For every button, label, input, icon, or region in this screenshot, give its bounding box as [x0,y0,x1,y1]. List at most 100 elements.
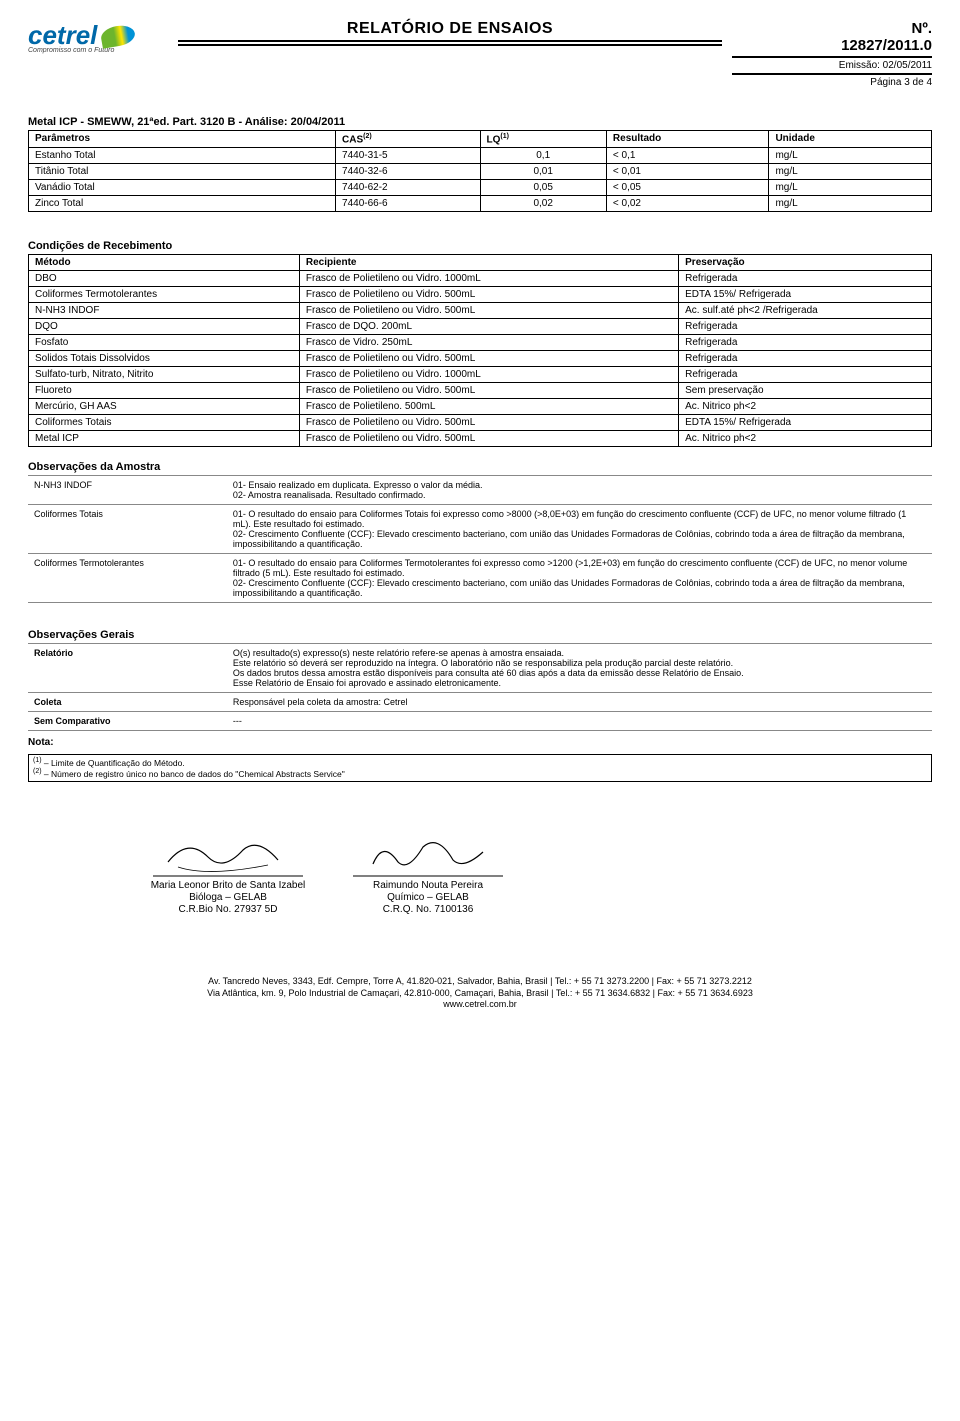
obs-key: Relatório [28,644,227,693]
cell-preservacao: EDTA 15%/ Refrigerada [679,415,932,431]
signature-icon [348,832,508,878]
cell-metodo: Fluoreto [29,383,300,399]
col-lq: LQ(1) [480,131,606,148]
leaf-icon [100,23,137,49]
footer-line-1: Av. Tancredo Neves, 3343, Edf. Cempre, T… [28,976,932,988]
sig-right-name: Raimundo Nouta Pereira [348,880,508,892]
sig-right-role: Químico – GELAB [348,892,508,904]
table-row: Coliformes TermotolerantesFrasco de Poli… [29,287,932,303]
cell-unidade: mg/L [769,164,932,180]
table-row: Zinco Total7440-66-60,02< 0,02mg/L [29,196,932,212]
signature-row: Maria Leonor Brito de Santa Izabel Biólo… [148,832,912,916]
cell-metodo: Metal ICP [29,431,300,447]
cell-recipiente: Frasco de Polietileno ou Vidro. 500mL [299,303,678,319]
cell-preservacao: Refrigerada [679,271,932,287]
report-no: 12827/2011.0 [732,37,932,54]
obs-key: Sem Comparativo [28,712,227,731]
cell-cas: 7440-66-6 [336,196,480,212]
table-row: Estanho Total7440-31-50,1< 0,1mg/L [29,148,932,164]
cell-recipiente: Frasco de DQO. 200mL [299,319,678,335]
table-row: N-NH3 INDOF01- Ensaio realizado em dupli… [28,476,932,505]
obs-amostra-table: N-NH3 INDOF01- Ensaio realizado em dupli… [28,475,932,603]
table-row: Sulfato-turb, Nitrato, NitritoFrasco de … [29,367,932,383]
cell-resultado: < 0,1 [606,148,769,164]
cell-preservacao: Refrigerada [679,367,932,383]
cell-recipiente: Frasco de Polietileno ou Vidro. 500mL [299,383,678,399]
report-no-label: Nº. [732,20,932,37]
cell-unidade: mg/L [769,180,932,196]
report-title: RELATÓRIO DE ENSAIOS [178,20,722,38]
sig-left-reg: C.R.Bio No. 27937 5D [148,904,308,916]
signature-icon [148,832,308,878]
cell-unidade: mg/L [769,148,932,164]
col-unidade: Unidade [769,131,932,148]
col-parametros: Parâmetros [29,131,336,148]
obs-value: O(s) resultado(s) expresso(s) neste rela… [227,644,932,693]
cell-preservacao: Ac. Nitrico ph<2 [679,399,932,415]
cell-param: Estanho Total [29,148,336,164]
table-row: N-NH3 INDOFFrasco de Polietileno ou Vidr… [29,303,932,319]
cell-resultado: < 0,02 [606,196,769,212]
cell-recipiente: Frasco de Polietileno ou Vidro. 1000mL [299,367,678,383]
cell-recipiente: Frasco de Polietileno. 500mL [299,399,678,415]
obs-key: Coliformes Totais [28,505,227,554]
table-row: Metal ICPFrasco de Polietileno ou Vidro.… [29,431,932,447]
obs-value: 01- Ensaio realizado em duplicata. Expre… [227,476,932,505]
cell-preservacao: EDTA 15%/ Refrigerada [679,287,932,303]
signature-left: Maria Leonor Brito de Santa Izabel Biólo… [148,832,308,916]
obs-value: --- [227,712,932,731]
cell-resultado: < 0,05 [606,180,769,196]
sig-left-role: Bióloga – GELAB [148,892,308,904]
cell-preservacao: Refrigerada [679,351,932,367]
obs-value: 01- O resultado do ensaio para Coliforme… [227,554,932,603]
cell-lq: 0,01 [480,164,606,180]
obs-gerais-title: Observações Gerais [28,629,932,641]
table-row: Vanádio Total7440-62-20,05< 0,05mg/L [29,180,932,196]
cell-param: Titânio Total [29,164,336,180]
logo-tagline: Compromisso com o Futuro [28,47,168,54]
obs-amostra-title: Observações da Amostra [28,461,932,473]
cell-cas: 7440-31-5 [336,148,480,164]
col-preservacao: Preservação [679,255,932,271]
sig-right-reg: C.R.Q. No. 7100136 [348,904,508,916]
signature-right: Raimundo Nouta Pereira Químico – GELAB C… [348,832,508,916]
cell-lq: 0,02 [480,196,606,212]
obs-gerais-table: RelatórioO(s) resultado(s) expresso(s) n… [28,643,932,731]
cell-metodo: DQO [29,319,300,335]
conditions-table: Método Recipiente Preservação DBOFrasco … [28,254,932,447]
table-row: Coliformes Totais01- O resultado do ensa… [28,505,932,554]
sig-left-name: Maria Leonor Brito de Santa Izabel [148,880,308,892]
logo-text: cetrel [28,24,97,47]
cell-unidade: mg/L [769,196,932,212]
page-footer: Av. Tancredo Neves, 3343, Edf. Cempre, T… [28,976,932,1011]
table-row: Sem Comparativo--- [28,712,932,731]
col-metodo: Método [29,255,300,271]
obs-key: Coleta [28,693,227,712]
cell-preservacao: Refrigerada [679,319,932,335]
cell-recipiente: Frasco de Polietileno ou Vidro. 500mL [299,287,678,303]
block2-title: Condições de Recebimento [28,240,932,252]
cell-preservacao: Refrigerada [679,335,932,351]
cell-metodo: Mercúrio, GH AAS [29,399,300,415]
cell-metodo: Coliformes Totais [29,415,300,431]
cell-lq: 0,1 [480,148,606,164]
emission-date: Emissão: 02/05/2011 [732,60,932,71]
cell-cas: 7440-32-6 [336,164,480,180]
cell-preservacao: Ac. Nitrico ph<2 [679,431,932,447]
cell-recipiente: Frasco de Polietileno ou Vidro. 500mL [299,431,678,447]
table-row: ColetaResponsável pela coleta da amostra… [28,693,932,712]
block1-title: Metal ICP - SMEWW, 21ªed. Part. 3120 B -… [28,116,932,128]
table-row: Titânio Total7440-32-60,01< 0,01mg/L [29,164,932,180]
obs-value: 01- O resultado do ensaio para Coliforme… [227,505,932,554]
table-row: Solidos Totais DissolvidosFrasco de Poli… [29,351,932,367]
obs-key: N-NH3 INDOF [28,476,227,505]
cell-preservacao: Sem preservação [679,383,932,399]
cell-metodo: Coliformes Termotolerantes [29,287,300,303]
nota-box: (1) – Limite de Quantificação do Método.… [28,754,932,782]
col-recipiente: Recipiente [299,255,678,271]
cell-metodo: Sulfato-turb, Nitrato, Nitrito [29,367,300,383]
report-header: cetrel Compromisso com o Futuro RELATÓRI… [28,20,932,88]
cell-preservacao: Ac. sulf.até ph<2 /Refrigerada [679,303,932,319]
table-row: FosfatoFrasco de Vidro. 250mLRefrigerada [29,335,932,351]
cell-metodo: Fosfato [29,335,300,351]
